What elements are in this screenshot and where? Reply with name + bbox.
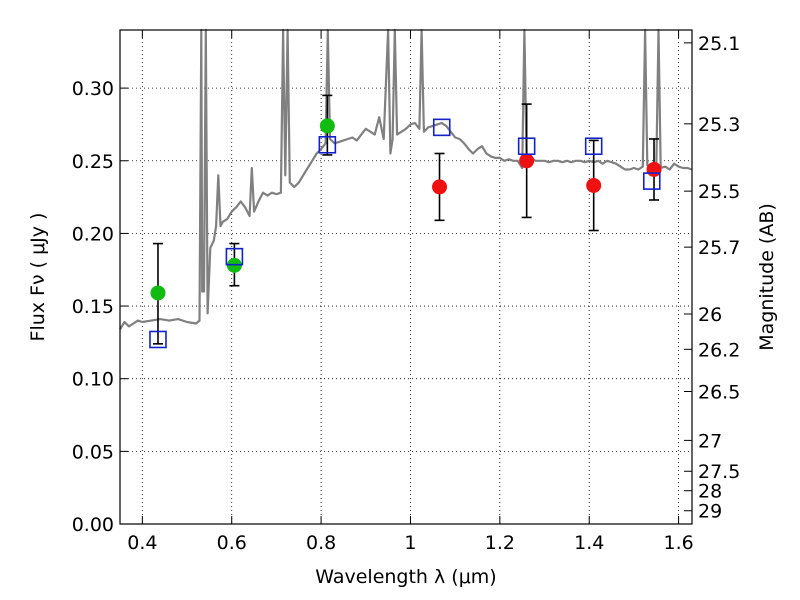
blue-square-point bbox=[149, 330, 167, 349]
x-tick-label: 1.6 bbox=[663, 532, 693, 554]
sed-model-line bbox=[119, 28, 693, 330]
sed-line bbox=[119, 28, 693, 330]
blue-square-point bbox=[517, 137, 536, 156]
blue-square-point bbox=[642, 172, 661, 190]
y-tick-label: 0.20 bbox=[72, 223, 114, 245]
plot-frame bbox=[119, 29, 693, 525]
y2-tick-label: 25.5 bbox=[698, 181, 740, 203]
y-tick-label: 0.05 bbox=[72, 441, 114, 463]
y-tick-label: 0.10 bbox=[72, 369, 114, 391]
y2-tick-label: 27 bbox=[698, 430, 722, 452]
blue-square-point bbox=[432, 118, 451, 137]
y2-tick-label: 29 bbox=[698, 501, 722, 523]
x-tick-label: 1 bbox=[404, 532, 416, 554]
red-point bbox=[432, 179, 448, 195]
x-tick-label: 0.8 bbox=[306, 532, 336, 554]
axis-ticks: 0.4 0.6 0.8 1 1.2 1.4 1.6 0.00 0.05 0.10 0.15 0.20 0… bbox=[72, 30, 740, 554]
green-point bbox=[319, 118, 335, 134]
y2-tick-label: 26.2 bbox=[698, 339, 740, 361]
blue-square-point bbox=[584, 137, 603, 156]
error-bars bbox=[152, 94, 660, 345]
y2-tick-label: 26.5 bbox=[698, 381, 740, 403]
y2-tick-label: 25.1 bbox=[698, 33, 740, 55]
x-tick-label: 1.4 bbox=[574, 532, 604, 554]
y-tick-label: 0.15 bbox=[72, 296, 114, 318]
blue-square-point bbox=[318, 135, 337, 154]
y2-tick-label: 25.3 bbox=[698, 114, 740, 136]
x-tick-label: 1.2 bbox=[485, 532, 515, 554]
blue-square-point bbox=[225, 247, 244, 266]
y2-tick-label: 28 bbox=[698, 481, 722, 503]
x-axis-label: Wavelength λ (μm) bbox=[315, 566, 496, 588]
red-point bbox=[519, 153, 535, 169]
y-axis-label: Flux Fν ( μJy ) bbox=[27, 213, 49, 342]
green-point bbox=[150, 285, 166, 301]
x-tick-label: 0.6 bbox=[217, 532, 247, 554]
y2-tick-label: 26 bbox=[698, 304, 722, 326]
x-tick-label: 0.4 bbox=[127, 532, 157, 554]
y2-tick-label: 25.7 bbox=[698, 237, 740, 259]
y-tick-label: 0.25 bbox=[72, 151, 114, 173]
y-tick-label: 0.00 bbox=[72, 514, 114, 536]
red-point bbox=[586, 177, 602, 193]
y2-tick-label: 27.5 bbox=[698, 461, 740, 483]
y-tick-label: 0.30 bbox=[72, 78, 114, 100]
data-markers bbox=[149, 118, 662, 349]
y2-axis-label: Magnitude (AB) bbox=[756, 203, 778, 351]
